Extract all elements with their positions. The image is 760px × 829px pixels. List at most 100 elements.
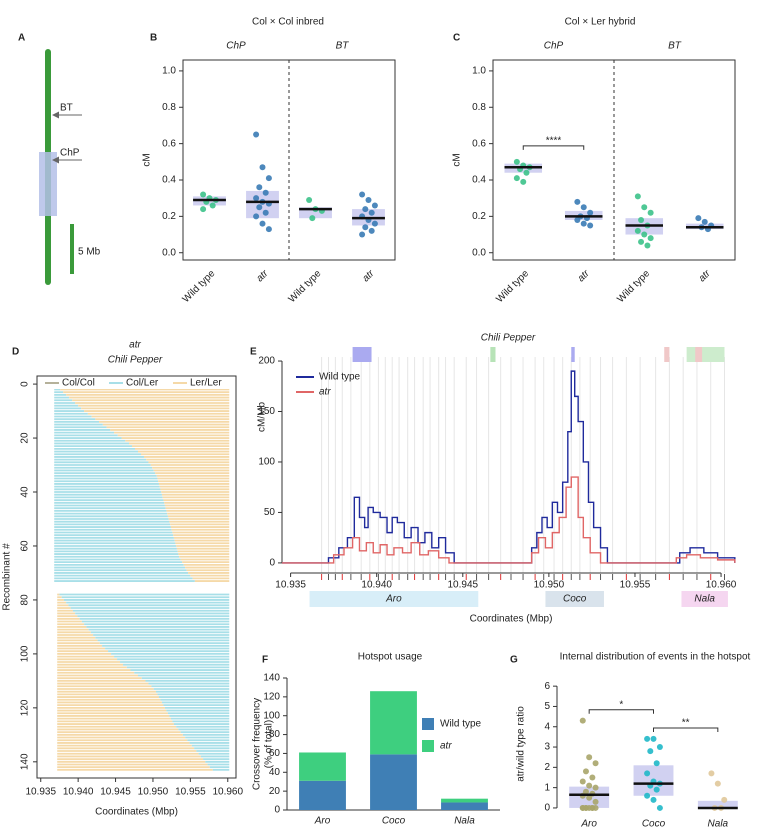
panel-letter: D — [12, 347, 19, 358]
legend-label: Ler/Ler — [190, 378, 222, 389]
point — [653, 786, 660, 793]
x-tick-label: Nala — [708, 819, 729, 829]
point — [579, 717, 586, 724]
y-tick-label: 50 — [264, 507, 276, 518]
chart-title: Col × Ler hybrid — [565, 17, 636, 28]
x-tick-label: Wild type — [615, 268, 652, 305]
y-tick-label: 1.0 — [472, 66, 486, 77]
x-tick-label: Aro — [314, 816, 331, 827]
x-tick-label: 10.945 — [100, 787, 131, 798]
y-tick-label: 0.0 — [162, 247, 176, 258]
point — [644, 792, 651, 799]
y-tick-label: 60 — [20, 540, 31, 552]
highlight — [686, 347, 725, 362]
y-axis-label: atr/wild type ratio — [516, 706, 527, 782]
point — [641, 231, 648, 238]
point — [371, 220, 378, 227]
y-tick-label: 140 — [263, 673, 280, 684]
point — [368, 227, 375, 234]
point — [714, 780, 721, 787]
y-tick-label: 0.6 — [472, 138, 486, 149]
y-tick-label: 100 — [263, 710, 280, 721]
x-axis-label: Coordinates (Mbp) — [95, 807, 178, 818]
y-tick-label: 100 — [20, 645, 31, 662]
point — [650, 796, 657, 803]
point — [589, 774, 596, 781]
x-tick-label: atr — [360, 268, 377, 285]
y-tick-label: 200 — [258, 356, 275, 367]
y-axis-label: cM/Mb — [257, 402, 268, 432]
x-axis-label: Coordinates (Mbp) — [470, 614, 553, 625]
point — [634, 227, 641, 234]
hotspot-label: Aro — [385, 594, 402, 605]
bar-segment — [299, 752, 346, 781]
point — [520, 178, 527, 185]
bar-segment — [370, 691, 417, 755]
point — [695, 215, 702, 222]
significance-label: ** — [682, 718, 690, 729]
iqr-box — [697, 800, 738, 808]
y-tick-label: 1.0 — [162, 66, 176, 77]
hotspot — [545, 591, 604, 607]
point — [253, 213, 260, 220]
y-tick-label: 0 — [544, 803, 550, 814]
y-tick-label: 4 — [544, 721, 550, 732]
chart-title: atr — [129, 340, 141, 351]
y-tick-label: 140 — [20, 753, 31, 770]
x-tick-label: Coco — [642, 819, 666, 829]
y-tick-label: 20 — [20, 432, 31, 444]
legend-label: atr — [440, 741, 452, 752]
x-tick-label: atr — [254, 268, 271, 285]
point — [253, 195, 260, 202]
y-tick-label: 0.4 — [472, 175, 486, 186]
point — [586, 754, 593, 761]
point — [708, 770, 715, 777]
x-tick-label: 10.945 — [447, 580, 478, 591]
x-tick-label: atr — [697, 268, 714, 285]
point — [586, 794, 593, 801]
y-axis-label: cM — [142, 153, 153, 166]
point — [644, 735, 651, 742]
point — [647, 235, 654, 242]
point — [580, 220, 587, 227]
x-tick-label: 10.955 — [175, 787, 206, 798]
x-tick-label: 10.960 — [212, 787, 243, 798]
point — [579, 778, 586, 785]
point — [653, 760, 660, 767]
point — [574, 217, 581, 223]
hotspot — [309, 591, 479, 607]
y-tick-label: 0.0 — [472, 247, 486, 258]
bar-segment — [441, 802, 488, 810]
y-axis-label: Crossover frequency — [252, 698, 263, 790]
group-label: BT — [668, 41, 682, 52]
hotspot-label: Nala — [694, 594, 715, 605]
y-tick-label: 120 — [20, 699, 31, 716]
x-tick-label: 10.935 — [275, 580, 306, 591]
legend-label: Col/Col — [62, 378, 95, 389]
y-tick-label: 150 — [258, 406, 275, 417]
point — [309, 215, 316, 222]
point — [362, 224, 369, 231]
y-tick-label: 40 — [269, 767, 281, 778]
y-tick-label: 6 — [544, 681, 550, 692]
highlight — [490, 347, 496, 362]
y-tick-label: 80 — [269, 729, 281, 740]
point — [647, 209, 654, 216]
point — [638, 238, 645, 245]
y-axis-label: Recombinant # — [2, 543, 13, 611]
point — [592, 798, 599, 805]
point — [582, 768, 589, 775]
significance-bracket — [588, 709, 654, 714]
point — [656, 804, 663, 811]
y-tick-label: 40 — [20, 486, 31, 498]
point — [200, 206, 207, 213]
iqr-box — [299, 207, 332, 219]
x-tick-label: 10.935 — [25, 787, 56, 798]
panel-letter: F — [262, 655, 268, 666]
x-tick-label: Coco — [382, 816, 406, 827]
legend-label: atr — [319, 387, 331, 398]
x-tick-label: 10.940 — [361, 580, 392, 591]
y-tick-label: 0 — [269, 558, 275, 569]
y-tick-label: 5 — [544, 701, 550, 712]
scale-label: 5 Mb — [78, 247, 101, 258]
